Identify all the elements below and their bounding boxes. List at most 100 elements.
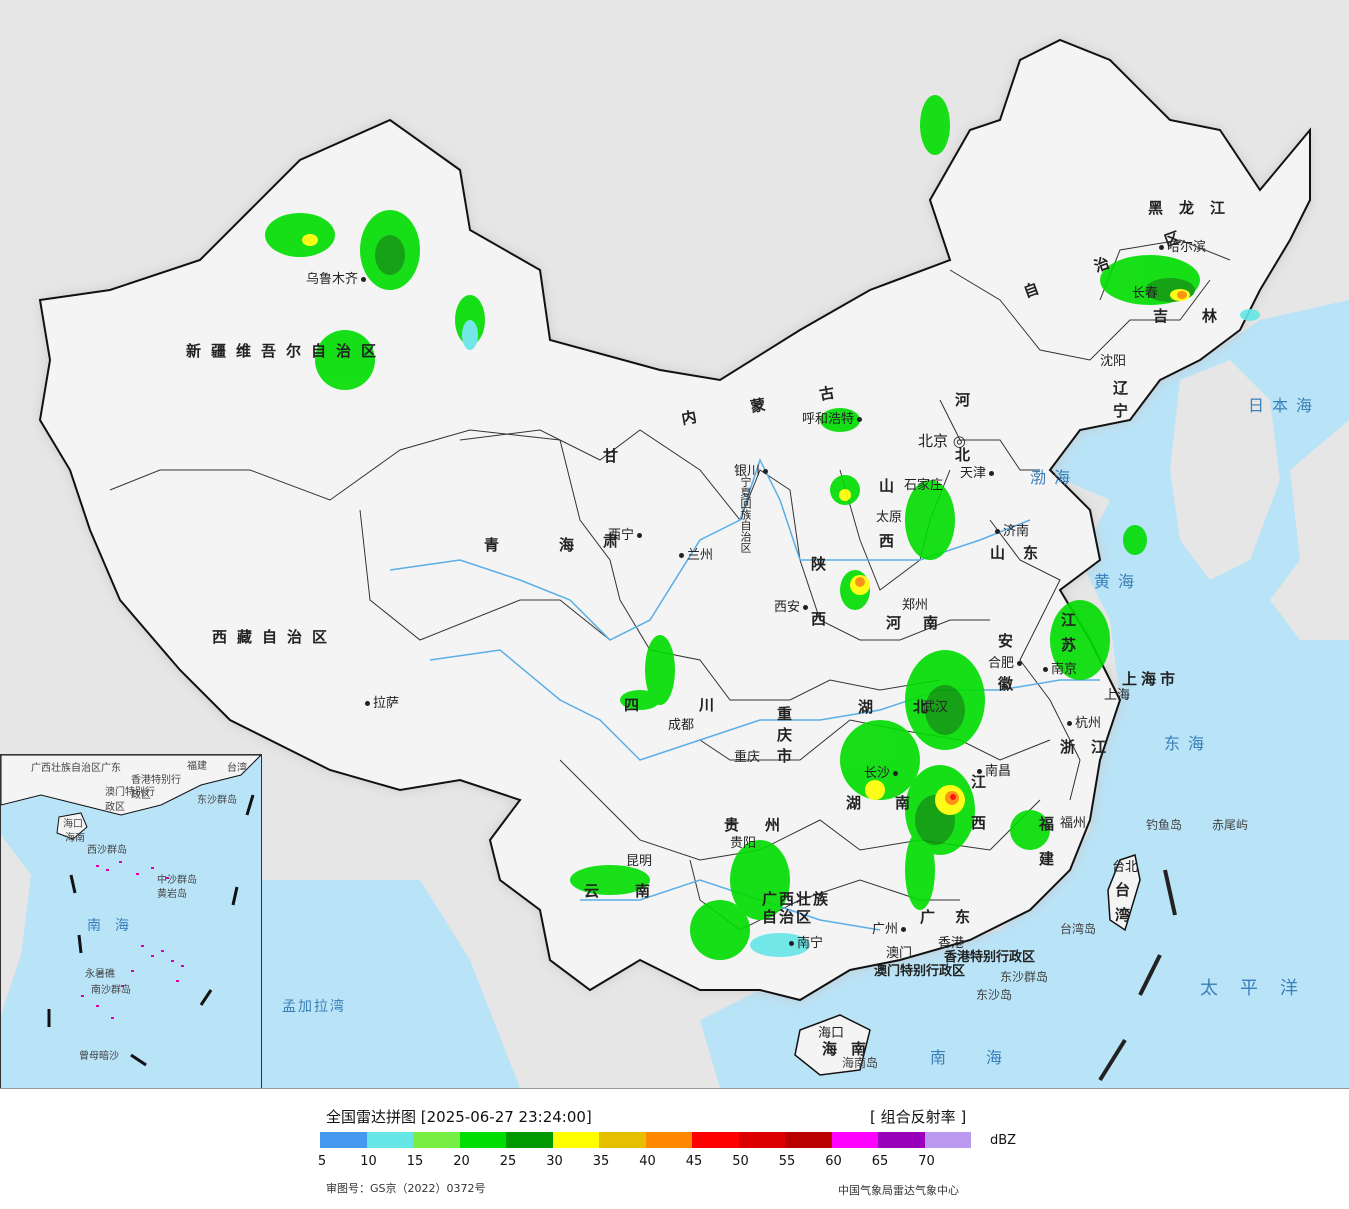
japan-land [1270,420,1349,640]
sea-label: 太平洋 [1200,978,1320,999]
korea-land [1170,360,1280,580]
scale-tick-label: 40 [639,1154,656,1169]
city-label: 乌鲁木齐 [306,268,369,287]
color-swatch [738,1132,785,1148]
approval-number: 审图号：GS京（2022）0372号 [326,1182,486,1195]
sea-label: 日本海 [1248,396,1321,415]
province-label: 上海市 [1122,670,1180,688]
scale-tick-label: 60 [825,1154,842,1169]
province-label: 江西 [969,774,987,856]
color-swatch [645,1132,692,1148]
taiwan-island [1107,854,1141,932]
city-label: 南京 [1040,658,1077,677]
province-label: 西藏自治区 [212,628,338,646]
city-label: 昆明 [626,854,653,869]
province-label: 江苏 [1059,612,1077,662]
city-label: 台北 [1112,860,1139,875]
inset-label: 西沙群岛 [87,845,127,856]
island-label: 台湾岛 [1060,922,1097,936]
province-label: 河南 [886,614,961,632]
city-label: 西安 [774,596,811,615]
rivers [389,458,1100,931]
scale-tick-label: 45 [685,1154,703,1169]
city-label: 南宁 [786,932,823,951]
province-label: 河北 [953,392,971,502]
city-label: 哈尔滨 [1156,236,1206,255]
city-label: 武汉 [922,700,949,715]
inset-label: 广西壮族自治区 [31,763,101,774]
city-label: 石家庄 [904,478,944,493]
province-label: 辽宁 [1111,380,1129,426]
color-swatch [831,1132,878,1148]
island-label: 赤尾屿 [1212,818,1249,832]
scale-tick-label: 20 [453,1154,470,1169]
province-label: 山西 [877,478,895,588]
scale-tick-label: 30 [546,1154,563,1169]
city-label: 澳门 [886,946,913,961]
color-swatch [692,1132,739,1148]
city-label: 福州 [1060,816,1087,831]
province-label: 宁夏回族自治区 [739,476,752,553]
inset-label: 台湾 [227,763,247,774]
inset-hainan [56,812,88,840]
color-swatch [506,1132,553,1148]
city-label: 贵阳 [730,836,757,851]
province-label: 新疆维吾尔自治区 [186,342,387,360]
city-label: 天津 [960,462,997,481]
inset-land [1,755,261,816]
province-label: 黑龙江 [1148,199,1242,217]
province-label: 湖南 [846,794,945,812]
inset-canvas [1,755,261,1067]
inset-label: 永暑礁 [85,969,115,980]
city-label: 海口 [818,1026,845,1041]
province-label: 海南 [822,1040,881,1058]
province-label: 广东 [920,908,991,926]
city-label: 合肥 [988,652,1025,671]
inset-dashes [47,794,255,1067]
inset-label: 海口 [63,819,83,830]
inset-label: 黄岩岛 [157,889,187,900]
province-label: 青海 [484,536,635,554]
city-label: 沈阳 [1100,354,1127,369]
city-label: 上海 [1104,688,1131,703]
boundary-dashes [1098,869,1177,1082]
sea-label: 黄海 [1094,572,1143,591]
color-swatch [320,1132,367,1148]
legend-footer [0,1088,1349,1209]
city-label: 兰州 [676,544,713,563]
city-label: 太原 [876,510,903,525]
sea-label: 孟加拉湾 [282,999,346,1015]
scale-tick-label: 15 [406,1154,424,1169]
city-label: 银川 [734,460,771,479]
inset-label: 曾母暗沙 [79,1051,119,1062]
inset-label: 澳门特别行政区 [105,787,155,813]
south-china-sea-inset: 广西壮族自治区 广东 福建 台湾 香港特别行政区 澳门特别行政区 东沙群岛 海口… [0,754,262,1088]
island-label: 东沙群岛 [1000,970,1049,984]
city-label: 成都 [668,718,695,733]
city-label: 香港 [938,936,965,951]
province-label: 四川 [624,696,775,714]
sea-label: 南海 [930,1048,1043,1067]
city-label: 长春 [1132,286,1159,301]
city-label: 西宁 [608,524,645,543]
color-swatch [878,1132,925,1148]
island-label: 钓鱼岛 [1146,818,1183,832]
province-label: 重庆市 [775,706,793,769]
province-label: 浙江 [1060,738,1123,756]
province-label: 云南 [584,882,687,900]
province-label: 贵州 [724,816,807,834]
map-canvas [38,38,1349,1088]
inset-west-land [1,835,31,1015]
radar-echoes [265,95,1260,960]
province-label: 山东 [990,544,1057,562]
province-label: 甘肃 [601,448,619,618]
city-label: 呼和浩特 [802,408,865,427]
map-title: 全国雷达拼图 [2025-06-27 23:24:00] [326,1108,592,1126]
province-label: 广西壮族自治区 [762,890,831,926]
city-label: 广州 [872,918,909,937]
city-label: 长沙 [864,762,901,781]
radar-map: 新疆维吾尔自治区 西藏自治区 青海 甘肃 内蒙古 黑龙江 吉林 辽宁 河北 山西… [0,0,1349,1088]
city-label: 拉萨 [362,692,399,711]
inset-islets [81,861,184,1019]
city-label: 北京 ◎ [918,432,966,450]
